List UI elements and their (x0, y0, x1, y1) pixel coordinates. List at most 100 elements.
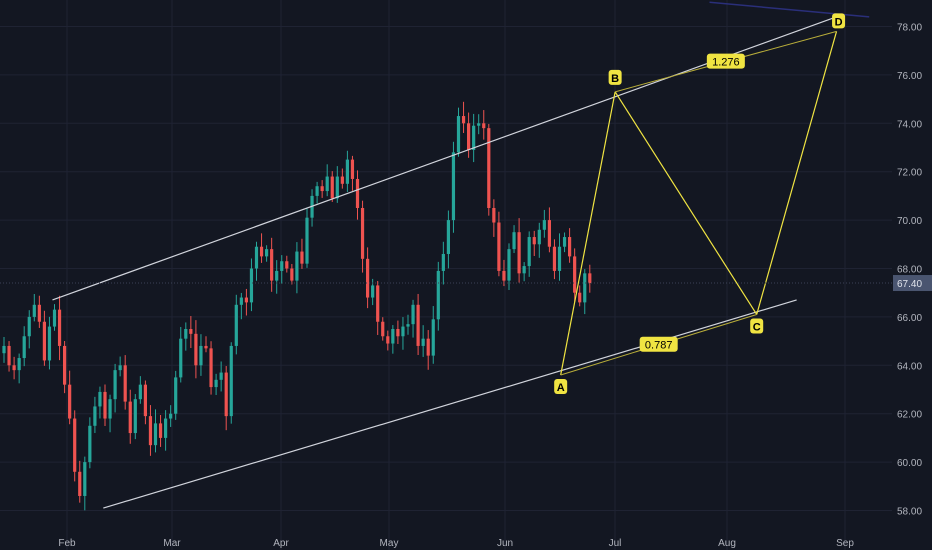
candle-body (63, 345, 67, 385)
y-tick-label: 60.00 (897, 458, 922, 469)
chart-grid (0, 0, 892, 550)
candle-body (214, 379, 218, 388)
channel-upper-line (52, 16, 837, 301)
candle-body (285, 261, 289, 269)
candle-body (360, 208, 365, 259)
candle-body (37, 304, 41, 322)
candle-body (128, 401, 132, 434)
x-tick-label: Jul (609, 538, 622, 549)
x-tick-label: Jun (497, 538, 513, 549)
candle-body (254, 246, 259, 269)
candle-body (335, 176, 339, 199)
candle-body (73, 418, 77, 472)
candle-body (209, 348, 213, 388)
candle-body (315, 186, 319, 196)
pattern-point-label: A (557, 382, 565, 394)
candle-body (143, 384, 147, 417)
y-tick-label: 76.00 (897, 71, 922, 82)
last-price-box (893, 275, 932, 292)
candle-body (83, 462, 87, 496)
candle-body (340, 176, 344, 184)
candle-body (562, 237, 567, 247)
candle-body (381, 321, 385, 337)
candle-body (300, 251, 304, 264)
candle-body (411, 304, 415, 325)
candle-body (386, 336, 390, 344)
y-tick-label: 72.00 (897, 168, 922, 179)
candle-body (169, 413, 173, 419)
candle-body (179, 338, 183, 378)
pattern-point-label: C (753, 321, 761, 333)
candle-body (512, 232, 516, 250)
x-axis: Feb Mar Apr May Jun Jul Aug Sep (58, 538, 854, 549)
candle-body (259, 246, 264, 257)
candle-body (275, 270, 279, 281)
candle-body (164, 418, 168, 438)
y-tick-label: 58.00 (897, 507, 922, 518)
candle-body (456, 116, 461, 153)
candle-body (133, 399, 137, 434)
ratio-label: 0.787 (645, 340, 673, 352)
candle-body (376, 285, 380, 322)
candle-body (153, 423, 158, 446)
candle-body (88, 425, 92, 463)
x-tick-label: Mar (163, 538, 181, 549)
last-price-label: 67.40 (897, 279, 922, 290)
candle-body (2, 345, 6, 354)
candle-body (355, 178, 360, 208)
candle-body (431, 319, 435, 356)
candle-body (537, 229, 541, 245)
candle-body (290, 268, 294, 281)
y-tick-label: 70.00 (897, 216, 922, 227)
candle-body (426, 338, 430, 356)
candles (2, 101, 592, 511)
candle-body (401, 326, 405, 337)
candle-body (123, 365, 127, 402)
candle-body (113, 370, 117, 400)
x-tick-label: Aug (718, 538, 736, 549)
candle-body (583, 273, 587, 303)
candle-body (239, 297, 243, 305)
candle-body (557, 246, 562, 271)
candle-body (17, 358, 21, 371)
candle-body (330, 176, 334, 199)
pattern-point-label: D (835, 16, 843, 28)
candle-body (52, 309, 57, 327)
candle-body (472, 125, 476, 150)
channel-lower-line (103, 299, 797, 509)
candle-body (547, 220, 551, 247)
candle-body (234, 304, 238, 346)
candle-body (295, 251, 299, 281)
candle-body (325, 176, 329, 192)
candle-body (542, 220, 546, 230)
candle-body (280, 261, 284, 271)
y-tick-label: 74.00 (897, 119, 922, 130)
y-axis: 58.00 60.00 62.00 64.00 66.00 68.00 70.00 72.00… (897, 23, 922, 518)
price-channel (52, 16, 837, 509)
candle-body (345, 159, 349, 184)
candle-body (158, 423, 163, 438)
candle-body (497, 222, 501, 271)
x-tick-label: Sep (836, 538, 854, 549)
candle-body (270, 249, 274, 281)
candle-body (199, 345, 203, 366)
candle-body (467, 123, 471, 150)
candle-body (305, 217, 309, 264)
candle-body (552, 246, 557, 271)
candle-body (229, 345, 233, 417)
ratio-label-box (706, 53, 745, 69)
candle-body (47, 326, 52, 361)
candle-body (446, 220, 450, 254)
candle-body (224, 372, 228, 417)
y-tick-label: 66.00 (897, 313, 922, 324)
candle-body (441, 253, 445, 271)
candle-body (320, 186, 324, 192)
candle-body (184, 329, 188, 339)
ratio-label-box (639, 336, 678, 352)
candle-body (527, 237, 531, 267)
candle-body (194, 333, 198, 366)
candle-body (371, 285, 375, 298)
candle-body (249, 268, 254, 303)
x-tick-label: Apr (273, 538, 289, 549)
candle-body (532, 237, 536, 245)
